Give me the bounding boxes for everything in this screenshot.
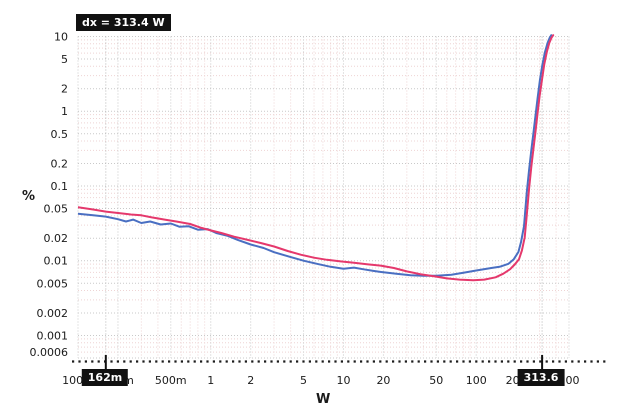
x-tick-label: 10 <box>336 374 350 387</box>
y-tick-label: 0.002 <box>37 307 69 320</box>
y-tick-label: 0.001 <box>37 329 69 342</box>
x-axis-label: W <box>316 392 331 407</box>
x-tick-label: 5 <box>300 374 307 387</box>
x-tick-label: 2 <box>247 374 254 387</box>
y-tick-label: 0.0006 <box>30 346 69 359</box>
y-tick-label: 0.02 <box>44 232 69 245</box>
y-tick-label: 10 <box>54 31 68 44</box>
y-axis-label: % <box>22 189 36 204</box>
y-tick-label: 1 <box>61 105 68 118</box>
y-tick-label: 0.01 <box>44 255 69 268</box>
dx-readout-badge: dx = 313.4 W <box>76 14 171 31</box>
y-tick-label: 0.1 <box>51 180 69 193</box>
y-tick-label: 0.005 <box>37 277 69 290</box>
x-tick-label: 500m <box>155 374 187 387</box>
cursor2-badge[interactable]: 313.6 <box>517 369 565 386</box>
x-tick-label: 20 <box>376 374 390 387</box>
y-tick-label: 0.2 <box>51 157 69 170</box>
y-tick-label: 0.05 <box>44 203 69 216</box>
x-tick-label: 50 <box>429 374 443 387</box>
y-tick-label: 5 <box>61 53 68 66</box>
y-tick-label: 0.5 <box>51 128 69 141</box>
cursor1-badge[interactable]: 162m <box>81 369 129 386</box>
y-tick-label: 2 <box>61 83 68 96</box>
measurement-red-curve <box>78 34 555 282</box>
measurement-blue-curve <box>78 34 553 277</box>
x-tick-label: 1 <box>207 374 214 387</box>
x-tick-label: 100 <box>466 374 487 387</box>
